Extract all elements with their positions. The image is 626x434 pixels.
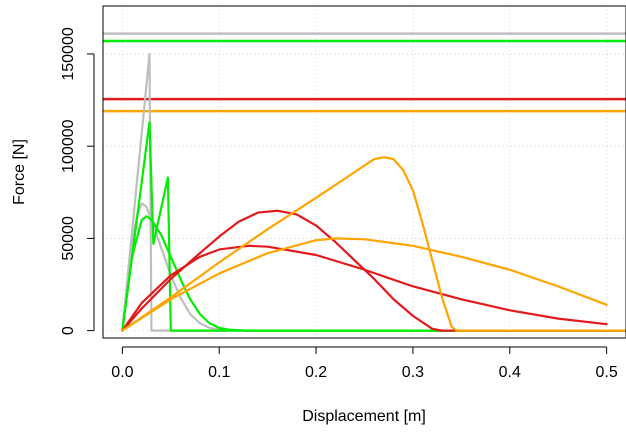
- y-tick-label: 150000: [60, 27, 77, 80]
- plot-frame: [102, 5, 626, 339]
- y-axis: 0 50000 100000 150000: [60, 27, 95, 335]
- x-tick-label: 0.5: [596, 364, 618, 381]
- x-tick-label: 0.3: [402, 364, 424, 381]
- series-layer: [121, 52, 626, 332]
- x-axis: 0.0 0.1 0.2 0.3 0.4 0.5: [111, 346, 618, 381]
- series-line-green-2: [121, 121, 626, 332]
- series-line-orange-7: [121, 237, 608, 332]
- reference-lines: [103, 32, 626, 113]
- series-line-red-5: [121, 244, 608, 332]
- y-axis-title: Force [N]: [11, 139, 28, 205]
- y-tick-label: 100000: [60, 119, 77, 172]
- y-tick-label: 0: [60, 326, 77, 335]
- x-tick-label: 0.0: [111, 364, 133, 381]
- series-line-green-3: [121, 215, 626, 332]
- x-tick-label: 0.2: [305, 364, 327, 381]
- series-line-grey-0: [121, 52, 626, 332]
- x-tick-label: 0.1: [208, 364, 230, 381]
- grid: [103, 6, 626, 338]
- x-tick-label: 0.4: [499, 364, 521, 381]
- series-line-red-4: [121, 209, 626, 332]
- x-axis-title: Displacement [m]: [302, 408, 426, 425]
- series-line-orange-6: [121, 156, 626, 332]
- y-tick-label: 50000: [60, 216, 77, 261]
